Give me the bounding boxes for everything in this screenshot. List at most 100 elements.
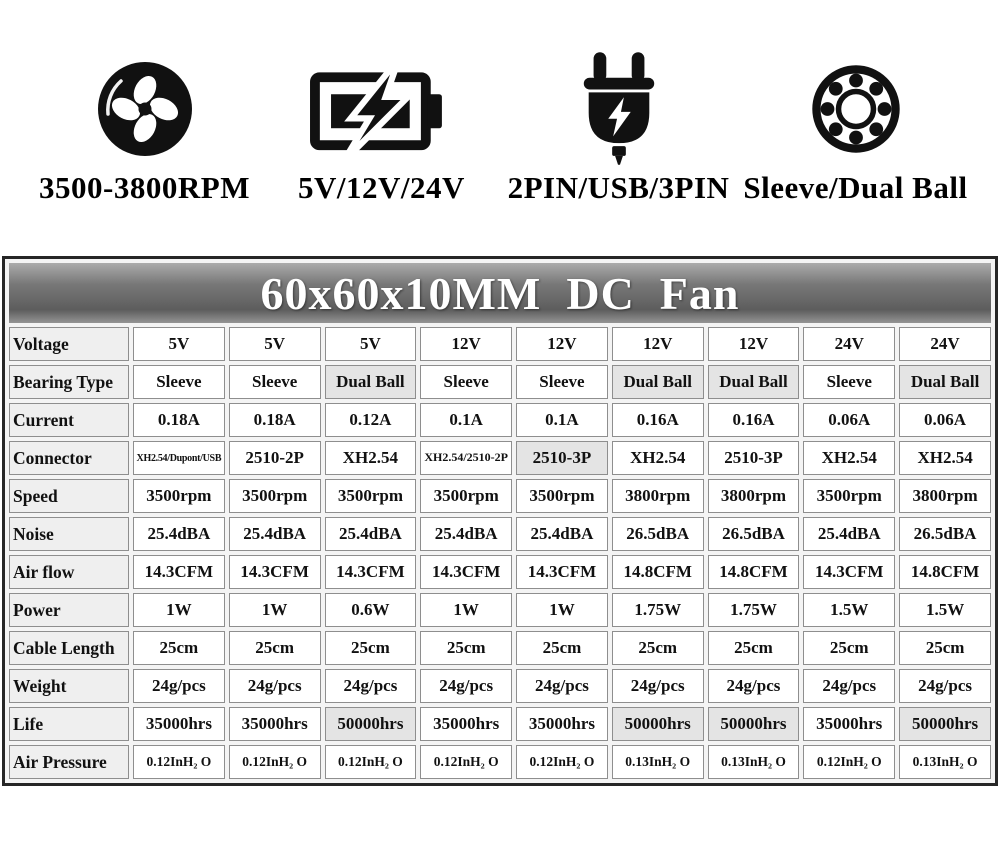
spec-value-cell: 35000hrs: [133, 707, 225, 741]
row-label: Life: [9, 707, 129, 741]
spec-value-cell: 0.18A: [228, 403, 321, 437]
spec-value-cell: 0.1A: [516, 403, 608, 437]
spec-value-cell: 0.12InH₂ O: [133, 745, 225, 779]
spec-value-cell: Dual Ball: [611, 365, 704, 399]
spec-table-section: 60x60x10MM DC Fan Voltage 5V 5V 5V 12V 12V 12V…: [2, 256, 998, 786]
spec-value-cell: 26.5dBA: [707, 517, 800, 551]
spec-value-cell: 24g/pcs: [228, 669, 321, 703]
spec-value-cell: 24g/pcs: [803, 669, 896, 703]
spec-value-cell: 24V: [899, 327, 991, 361]
spec-value-cell: Sleeve: [228, 365, 321, 399]
spec-value-cell: 3500rpm: [133, 479, 225, 513]
spec-value-cell: 0.06A: [899, 403, 991, 437]
spec-value-cell: 25.4dBA: [133, 517, 225, 551]
battery-icon: [309, 56, 442, 164]
spec-value-cell: 35000hrs: [803, 707, 896, 741]
spec-value-cell: Sleeve: [133, 365, 225, 399]
spec-value-cell: 14.3CFM: [133, 555, 225, 589]
spec-value-cell: 1.5W: [899, 593, 991, 627]
spec-value-cell: XH2.54: [803, 441, 896, 475]
row-label: Weight: [9, 669, 129, 703]
spec-value-cell: 0.13InH₂ O: [707, 745, 800, 779]
spec-value-cell: 0.18A: [133, 403, 225, 437]
row-label: Power: [9, 593, 129, 627]
spec-value-cell: 1.75W: [707, 593, 800, 627]
spec-value-cell: 3800rpm: [899, 479, 991, 513]
spec-value-cell: XH2.54/Dupont/USB: [133, 441, 225, 475]
spec-value-cell: 26.5dBA: [899, 517, 991, 551]
table-row: Current 0.18A 0.18A 0.12A 0.1A 0.1A 0.16A 0.16A…: [9, 403, 991, 437]
spec-value-cell: 0.12InH₂ O: [420, 745, 513, 779]
spec-value-cell: 14.8CFM: [899, 555, 991, 589]
spec-value-cell: XH2.54/2510-2P: [420, 441, 513, 475]
spec-value-cell: Sleeve: [420, 365, 513, 399]
spec-value-cell: 25cm: [228, 631, 321, 665]
spec-value-cell: 50000hrs: [324, 707, 417, 741]
feature-voltage: 5V/12V/24V: [263, 50, 500, 206]
spec-value-cell: 25cm: [899, 631, 991, 665]
spec-value-cell: 2510-2P: [228, 441, 321, 475]
spec-value-cell: XH2.54: [324, 441, 417, 475]
spec-value-cell: 25cm: [133, 631, 225, 665]
spec-value-cell: 25.4dBA: [803, 517, 896, 551]
spec-value-cell: 1.75W: [611, 593, 704, 627]
spec-value-cell: 14.8CFM: [611, 555, 704, 589]
bearing-icon: [811, 65, 900, 153]
spec-value-cell: 24g/pcs: [899, 669, 991, 703]
spec-value-cell: 25cm: [611, 631, 704, 665]
table-row: Voltage 5V 5V 5V 12V 12V 12V 12V 24V 24V: [9, 327, 991, 361]
spec-value-cell: 25cm: [803, 631, 896, 665]
spec-value-cell: 14.8CFM: [707, 555, 800, 589]
spec-value-cell: 0.1A: [420, 403, 513, 437]
fan-icon: [97, 62, 192, 156]
spec-value-cell: 14.3CFM: [228, 555, 321, 589]
spec-value-cell: 1W: [228, 593, 321, 627]
spec-value-cell: 12V: [420, 327, 513, 361]
spec-value-cell: Dual Ball: [707, 365, 800, 399]
spec-table-body: Voltage 5V 5V 5V 12V 12V 12V 12V 24V 24V Bearing T…: [9, 327, 991, 779]
feature-label-voltage: 5V/12V/24V: [298, 170, 465, 205]
spec-value-cell: 3500rpm: [228, 479, 321, 513]
table-row: Cable Length 25cm 25cm 25cm 25cm 25cm 25cm 25cm…: [9, 631, 991, 665]
row-label: Noise: [9, 517, 129, 551]
spec-value-cell: 25.4dBA: [420, 517, 513, 551]
spec-value-cell: 0.12InH₂ O: [516, 745, 608, 779]
spec-value-cell: 5V: [133, 327, 225, 361]
plug-icon: [583, 52, 654, 165]
spec-value-cell: 25cm: [324, 631, 417, 665]
spec-value-cell: 25.4dBA: [516, 517, 608, 551]
row-label: Air flow: [9, 555, 129, 589]
product-infographic: 3500-3800RPM 5V/12V/24V: [0, 50, 1000, 850]
row-label: Voltage: [9, 327, 129, 361]
feature-label-connector: 2PIN/USB/3PIN: [507, 170, 730, 205]
spec-value-cell: 50000hrs: [611, 707, 704, 741]
spec-value-cell: 0.6W: [324, 593, 417, 627]
table-row: Weight 24g/pcs 24g/pcs 24g/pcs 24g/pcs 24g/pc…: [9, 669, 991, 703]
spec-value-cell: XH2.54: [899, 441, 991, 475]
spec-value-cell: 1W: [516, 593, 608, 627]
spec-value-cell: 26.5dBA: [611, 517, 704, 551]
spec-table: 60x60x10MM DC Fan Voltage 5V 5V 5V 12V 12V 12V…: [2, 256, 998, 786]
spec-value-cell: 24g/pcs: [707, 669, 800, 703]
spec-value-cell: 0.12InH₂ O: [324, 745, 417, 779]
spec-value-cell: 0.12A: [324, 403, 417, 437]
row-label: Bearing Type: [9, 365, 129, 399]
spec-value-cell: 3500rpm: [324, 479, 417, 513]
row-label: Speed: [9, 479, 129, 513]
table-row: Connector XH2.54/Dupont/USB 2510-2P XH2.54 X…: [9, 441, 991, 475]
feature-label-fan-speed: 3500-3800RPM: [39, 170, 250, 205]
table-row: Noise 25.4dBA 25.4dBA 25.4dBA 25.4dBA 25.4dBA…: [9, 517, 991, 551]
spec-value-cell: Sleeve: [516, 365, 608, 399]
spec-value-cell: 14.3CFM: [803, 555, 896, 589]
table-row: Life 35000hrs 35000hrs 50000hrs 35000hrs 3500…: [9, 707, 991, 741]
spec-value-cell: 0.13InH₂ O: [899, 745, 991, 779]
spec-value-cell: 24g/pcs: [324, 669, 417, 703]
spec-value-cell: 0.13InH₂ O: [611, 745, 704, 779]
feature-fan-speed: 3500-3800RPM: [26, 50, 263, 206]
spec-value-cell: XH2.54: [611, 441, 704, 475]
spec-value-cell: 3500rpm: [803, 479, 896, 513]
spec-value-cell: 25.4dBA: [324, 517, 417, 551]
spec-value-cell: 24g/pcs: [420, 669, 513, 703]
spec-value-cell: 35000hrs: [420, 707, 513, 741]
feature-bearing: Sleeve/Dual Ball: [737, 50, 974, 206]
